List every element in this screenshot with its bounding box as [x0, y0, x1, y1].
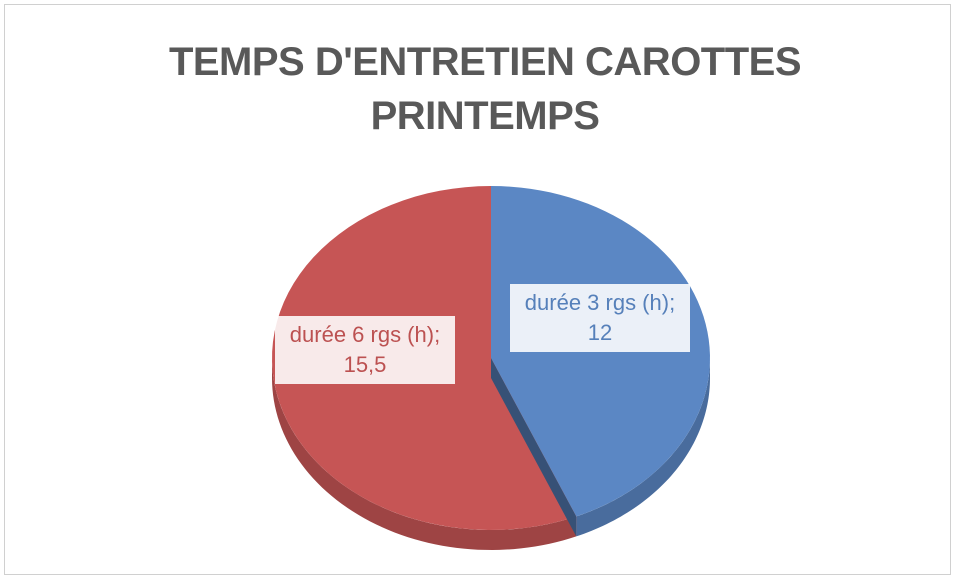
data-label-value: 15,5: [344, 352, 387, 377]
data-label-box: [275, 316, 455, 384]
chart-title: TEMPS D'ENTRETIEN CAROTTES PRINTEMPS: [168, 40, 802, 138]
data-label-value: 12: [588, 320, 612, 345]
data-label-separator: ;: [434, 322, 440, 347]
data-label-box: [510, 284, 690, 352]
data-label-category: durée 3 rgs (h): [525, 290, 669, 315]
pie-slice-side: [576, 358, 710, 537]
data-label-category: durée 6 rgs (h): [290, 322, 434, 347]
data-label-separator: ;: [669, 290, 675, 315]
pie-slice-face: [491, 358, 577, 537]
pie-slice-side: [272, 358, 577, 550]
data-label: durée 3 rgs (h);: [525, 290, 675, 315]
data-label: durée 6 rgs (h);: [290, 322, 440, 347]
